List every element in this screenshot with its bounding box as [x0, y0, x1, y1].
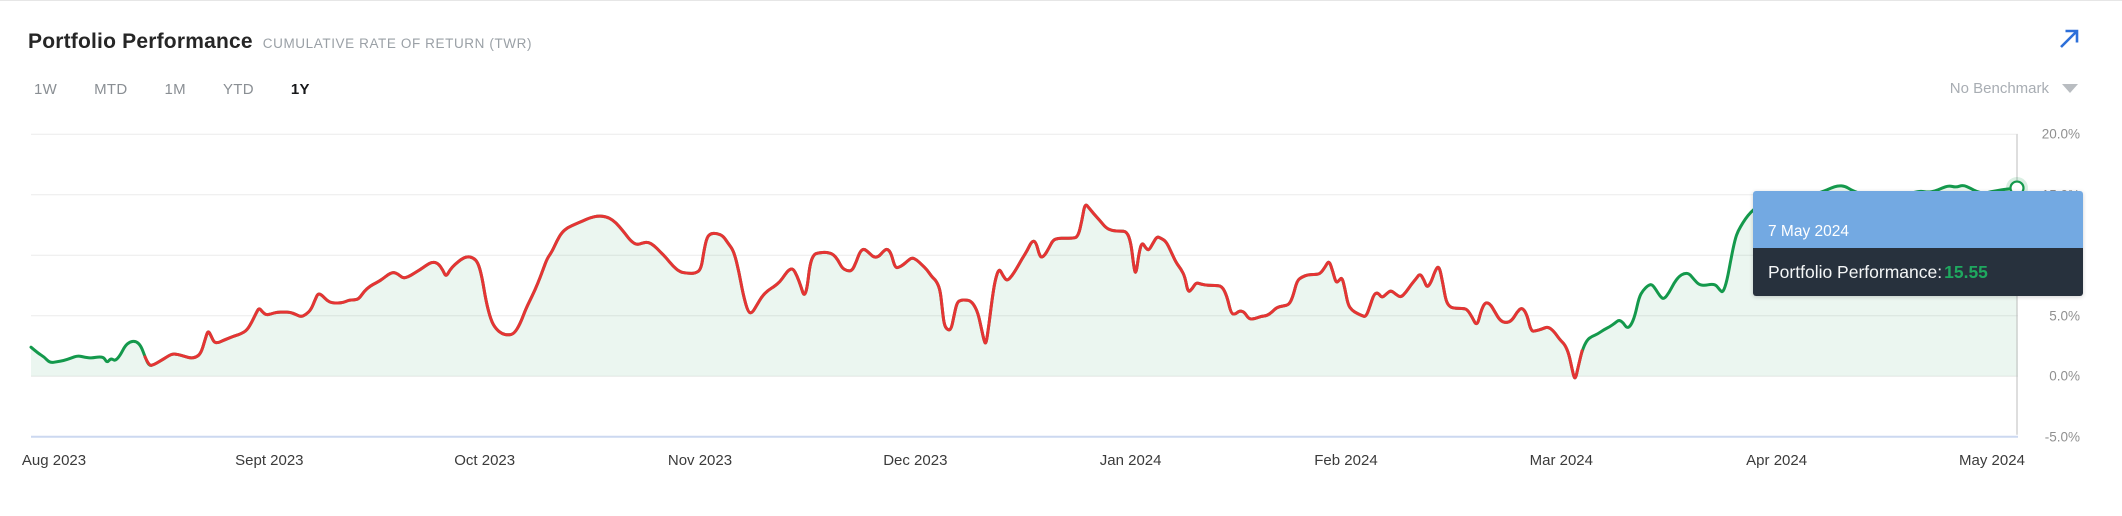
- tab-1y[interactable]: 1Y: [290, 81, 310, 98]
- chevron-down-icon: [2062, 84, 2078, 93]
- x-axis-label: Aug 2023: [21, 452, 87, 469]
- x-axis-label: Apr 2024: [1746, 452, 1808, 469]
- tab-mtd[interactable]: MTD: [94, 81, 128, 98]
- x-axis-label: May 2024: [1959, 452, 2025, 469]
- y-axis-label: -5.0%: [2044, 429, 2080, 445]
- chart-tooltip: 7 May 2024 Portfolio Performance : 15.55: [1753, 191, 2083, 296]
- x-axis-label: Jan 2024: [1099, 452, 1162, 469]
- top-divider: [0, 0, 2122, 1]
- tooltip-header: 7 May 2024: [1753, 191, 2083, 248]
- y-axis-label: 20.0%: [2041, 126, 2080, 142]
- tab-ytd[interactable]: YTD: [222, 81, 254, 98]
- x-axis-label: Dec 2023: [883, 452, 948, 469]
- page-title: Portfolio Performance: [28, 30, 253, 53]
- x-axis-label: Oct 2023: [454, 452, 516, 469]
- tab-1m[interactable]: 1M: [164, 81, 186, 98]
- x-axis-label: Feb 2024: [1314, 452, 1378, 469]
- widget-header: Portfolio Performance CUMULATIVE RATE OF…: [28, 30, 532, 54]
- benchmark-label: No Benchmark: [1949, 80, 2049, 97]
- tooltip-date: 7 May 2024: [1768, 223, 1849, 240]
- y-axis-label: 5.0%: [2049, 308, 2080, 324]
- x-axis-label: Mar 2024: [1529, 452, 1593, 469]
- x-axis-label: Nov 2023: [667, 452, 733, 469]
- tab-1w[interactable]: 1W: [34, 81, 58, 98]
- page-subtitle: CUMULATIVE RATE OF RETURN (TWR): [262, 36, 533, 51]
- tooltip-separator: :: [1937, 261, 1943, 282]
- tooltip-body: Portfolio Performance : 15.55: [1753, 248, 2083, 296]
- y-axis-label: 0.0%: [2049, 368, 2080, 384]
- expand-icon[interactable]: [2056, 26, 2082, 52]
- benchmark-dropdown[interactable]: No Benchmark: [1950, 80, 2078, 97]
- x-axis-label: Sept 2023: [235, 452, 304, 469]
- range-tabs: 1W MTD 1M YTD 1Y: [34, 81, 310, 98]
- tooltip-value: 15.55: [1944, 261, 1988, 282]
- tooltip-series-label: Portfolio Performance: [1768, 261, 1938, 282]
